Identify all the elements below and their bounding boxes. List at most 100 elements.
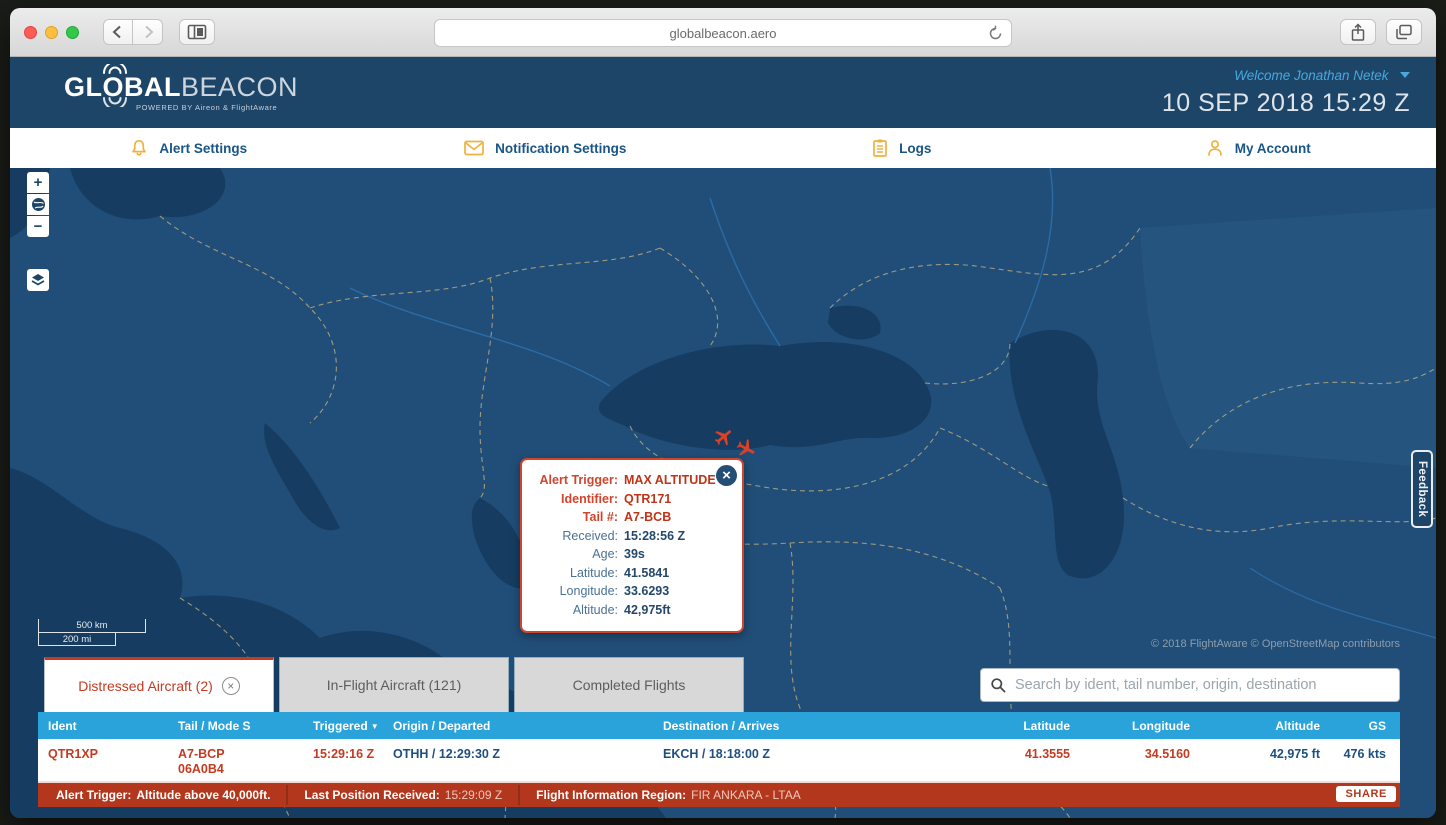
col-latitude: Latitude: [1023, 718, 1070, 733]
logs-icon: [873, 139, 887, 157]
zoom-in-button[interactable]: +: [27, 172, 49, 193]
nav-notification-settings[interactable]: Notification Settings: [367, 139, 724, 157]
col-origin: Origin / Departed: [393, 718, 491, 733]
search-icon: [991, 677, 1006, 692]
fir-segment: Flight Information Region: FIR ANKARA - …: [518, 785, 817, 805]
flight-tabs: Distressed Aircraft (2) × In-Flight Airc…: [44, 657, 749, 712]
popup-row: Received: 15:28:56 Z: [562, 528, 686, 543]
scale-mi: 200 mi: [38, 632, 116, 646]
browser-window: globalbeacon.aero: [10, 8, 1436, 818]
alert-status-bar: Alert Trigger: Altitude above 40,000ft. …: [38, 783, 1400, 807]
popup-row: Longitude: 33.6293: [559, 584, 670, 598]
popup-row: Age: 39s: [592, 547, 645, 561]
nav-label: Logs: [899, 140, 932, 156]
welcome-text: Welcome Jonathan Netek: [1234, 68, 1389, 83]
layers-icon: [31, 274, 45, 286]
zoom-out-button[interactable]: −: [27, 216, 49, 237]
window-zoom-button[interactable]: [66, 25, 79, 39]
envelope-icon: [464, 140, 484, 156]
user-menu[interactable]: Welcome Jonathan Netek: [1162, 67, 1410, 85]
nav-logs[interactable]: Logs: [723, 138, 1080, 158]
address-bar[interactable]: globalbeacon.aero: [434, 19, 1012, 47]
table-row[interactable]: QTR1XP A7-BCP 06A0B4 15:29:16 Z OTHH / 1…: [38, 739, 1400, 783]
map-viewport[interactable]: + − × Alert Trigger: MAX ALTITU: [10, 168, 1436, 818]
globe-icon: [31, 198, 45, 211]
cell-ident[interactable]: QTR1XP: [48, 747, 99, 761]
popup-row: Latitude: 41.5841: [570, 565, 670, 580]
browser-share-button[interactable]: [1340, 19, 1376, 45]
app-header: GLOBALBEACON POWERED BY Aireon & FlightA…: [10, 57, 1436, 128]
nav-label: Notification Settings: [495, 140, 627, 156]
popup-row: Alert Trigger: MAX ALTITUDE: [539, 473, 716, 487]
scale-km: 500 km: [38, 619, 146, 633]
col-longitude: Longitude: [1132, 718, 1190, 733]
cell-origin: OTHH / 12:29:30 Z: [393, 747, 500, 761]
cell-latitude: 41.3555: [1024, 747, 1070, 761]
popup-close-button[interactable]: ×: [716, 465, 737, 486]
user-icon: [1207, 140, 1222, 156]
flight-search: [980, 667, 1400, 702]
map-zoom-controls: + −: [27, 172, 49, 237]
aircraft-marker[interactable]: [713, 426, 735, 448]
browser-sidebar-button[interactable]: [179, 19, 215, 45]
logo-tagline: POWERED BY Aireon & FlightAware: [136, 102, 278, 112]
sidebar-icon: [187, 24, 207, 40]
map-home-button[interactable]: [27, 194, 49, 215]
chevron-left-icon: [112, 25, 121, 39]
share-icon: [1351, 22, 1365, 41]
utc-datetime: 10 SEP 2018 15:29 Z: [1161, 89, 1410, 117]
cell-triggered: 15:29:16 Z: [313, 747, 375, 761]
map-scale: 500 km 200 mi: [38, 619, 146, 646]
tabs-overview-icon: [1396, 24, 1412, 40]
popup-row: Altitude: 42,975ft: [572, 602, 671, 617]
radar-arcs-icon: [103, 97, 127, 108]
logo-wordmark: GLOBALBEACON: [64, 71, 299, 102]
tab-completed-flights[interactable]: Completed Flights: [514, 657, 744, 712]
tab-close-icon[interactable]: ×: [221, 677, 240, 695]
col-triggered[interactable]: Triggered ▼: [313, 718, 379, 733]
tab-distressed-aircraft[interactable]: Distressed Aircraft (2) ×: [44, 657, 274, 712]
tab-inflight-aircraft[interactable]: In-Flight Aircraft (121): [279, 657, 509, 712]
radar-arcs-icon: [103, 63, 127, 74]
col-destination: Destination / Arrives: [663, 718, 780, 733]
aircraft-marker[interactable]: [735, 438, 757, 460]
bell-icon: [132, 139, 147, 156]
browser-titlebar: globalbeacon.aero: [10, 8, 1436, 57]
nav-label: Alert Settings: [159, 140, 248, 156]
sort-desc-icon: ▼: [370, 721, 379, 731]
search-input[interactable]: [980, 667, 1400, 702]
cell-longitude: 34.5160: [1144, 747, 1190, 761]
cell-gs: 476 kts: [1343, 747, 1386, 761]
share-button[interactable]: SHARE: [1336, 786, 1396, 802]
window-close-button[interactable]: [24, 25, 37, 39]
nav-label: My Account: [1234, 140, 1311, 156]
address-bar-url: globalbeacon.aero: [669, 25, 777, 41]
popup-row: Identifier: QTR171: [561, 491, 672, 506]
browser-tabs-button[interactable]: [1386, 19, 1422, 45]
map-layers-button[interactable]: [27, 269, 49, 291]
col-gs: GS: [1368, 718, 1386, 733]
app-nav: Alert Settings Notification Settings Log…: [10, 128, 1436, 168]
browser-forward-button[interactable]: [133, 19, 163, 45]
cell-altitude: 42,975 ft: [1269, 747, 1320, 761]
window-minimize-button[interactable]: [45, 25, 58, 39]
reload-button[interactable]: [987, 25, 1004, 45]
col-tail-modes: Tail / Mode S: [178, 718, 251, 733]
browser-back-button[interactable]: [103, 19, 133, 45]
reload-icon: [989, 25, 1002, 40]
popup-row: Tail #: A7-BCB: [582, 510, 672, 524]
cell-tail-modes: A7-BCP 06A0B4: [178, 747, 225, 776]
flights-panel: Distressed Aircraft (2) × In-Flight Airc…: [38, 657, 1400, 807]
nav-my-account[interactable]: My Account: [1080, 138, 1437, 158]
chevron-right-icon: [144, 25, 153, 39]
globalbeacon-logo[interactable]: GLOBALBEACON POWERED BY Aireon & FlightA…: [64, 63, 299, 112]
map-attribution: © 2018 FlightAware © OpenStreetMap contr…: [1151, 638, 1400, 650]
nav-alert-settings[interactable]: Alert Settings: [10, 138, 367, 158]
caret-down-icon: [1400, 72, 1410, 78]
minus-icon: −: [33, 218, 43, 235]
feedback-tab[interactable]: Feedback: [1411, 450, 1433, 529]
col-ident: Ident: [48, 718, 77, 733]
aircraft-alert-popup: × Alert Trigger: MAX ALTITUDE Identifier:…: [520, 458, 744, 633]
alert-trigger-segment: Alert Trigger: Altitude above 40,000ft.: [56, 788, 271, 802]
flights-table-header: Ident Tail / Mode S Triggered ▼ Origin / …: [38, 712, 1400, 739]
